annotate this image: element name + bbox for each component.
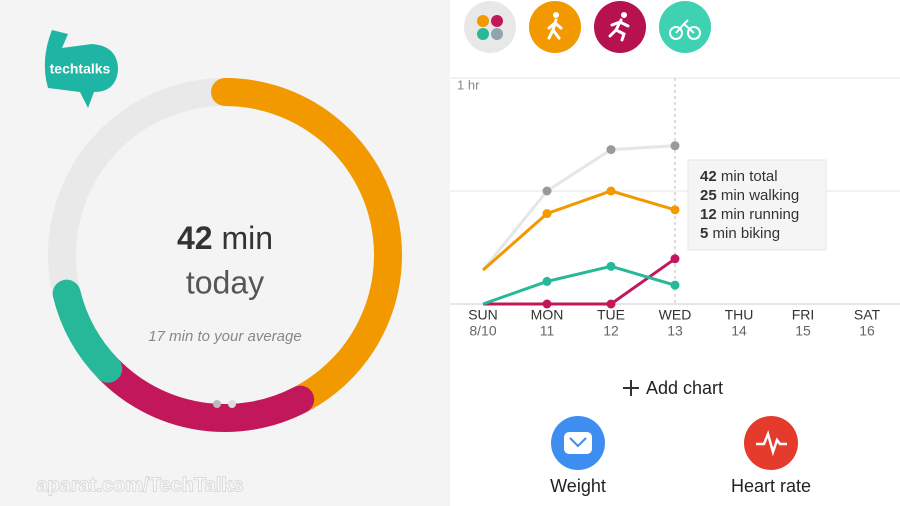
weight-button[interactable]: Weight [550, 416, 606, 496]
point [542, 186, 552, 196]
filter-walking[interactable] [529, 1, 581, 53]
weight-label: Weight [550, 476, 606, 496]
x-tick-label: SUN [468, 307, 498, 323]
point [606, 186, 616, 196]
tooltip [687, 159, 827, 251]
heart-rate-label: Heart rate [731, 476, 811, 496]
filter-biking[interactable] [659, 1, 711, 53]
point [542, 276, 552, 286]
point [542, 299, 552, 309]
point [670, 205, 680, 215]
chart: 1 hrSUN8/10MON11TUE12WED13THU14FRI15SAT1… [450, 77, 900, 339]
series-line [483, 257, 676, 306]
ring-segment [52, 279, 123, 383]
x-tick-date: 13 [667, 323, 683, 339]
logo-text: techtalks [50, 61, 111, 77]
summary-value: 42 min [177, 220, 273, 256]
point [606, 299, 616, 309]
summary-period: today [186, 264, 264, 300]
x-tick-label: SAT [854, 307, 881, 323]
x-tick-label: WED [659, 307, 692, 323]
x-tick-label: TUE [597, 307, 625, 323]
summary-note: 17 min to your average [148, 328, 301, 345]
ring-segment [211, 78, 402, 414]
point [606, 261, 616, 271]
point [670, 141, 680, 151]
watermark: aparat.com/TechTalks [36, 474, 243, 496]
series-line [482, 264, 676, 306]
page-dot [228, 400, 236, 408]
y-tick-label: 1 hr [457, 77, 480, 92]
series-line [481, 144, 676, 272]
x-tick-label: FRI [792, 307, 815, 323]
point [670, 280, 680, 290]
tooltip-row: 25 min walking [700, 187, 799, 204]
series-line [482, 189, 676, 272]
activity-ring [48, 78, 402, 432]
logo: techtalks [44, 30, 118, 108]
ring-segment [94, 354, 315, 432]
tooltip-row: 12 min running [700, 206, 799, 223]
add-chart-label: Add chart [646, 378, 723, 398]
heart-rate-button[interactable]: Heart rate [731, 416, 811, 496]
add-chart-button[interactable]: Add chart [623, 378, 723, 398]
x-tick-date: 15 [795, 323, 811, 339]
x-tick-date: 11 [540, 323, 555, 339]
point [670, 254, 680, 264]
x-tick-date: 8/10 [469, 323, 496, 339]
filter-running[interactable] [594, 1, 646, 53]
page-dot [213, 400, 221, 408]
point [542, 209, 552, 219]
tooltip-row: 42 min total [700, 168, 778, 185]
filter-all[interactable] [464, 1, 516, 53]
x-tick-label: THU [725, 307, 754, 323]
x-tick-date: 14 [731, 323, 747, 339]
tooltip-row: 5 min biking [700, 225, 780, 242]
x-tick-date: 12 [603, 323, 619, 339]
x-tick-date: 16 [859, 323, 875, 339]
x-tick-label: MON [531, 307, 564, 323]
point [606, 145, 616, 155]
